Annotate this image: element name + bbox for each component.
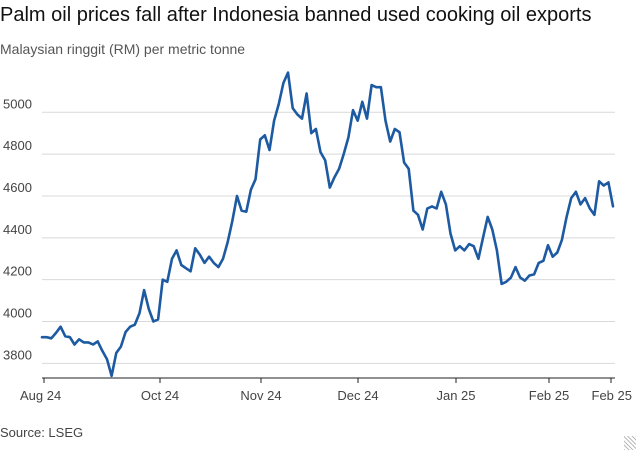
publisher-logo-icon: [624, 436, 636, 450]
x-tick-label: Feb 25: [529, 388, 569, 403]
x-tick-label: Feb 25: [592, 388, 632, 403]
chart-title: Palm oil prices fall after Indonesia ban…: [0, 4, 592, 26]
x-tick-label: Jan 25: [436, 388, 475, 403]
y-tick-label: 4600: [3, 180, 32, 195]
y-tick-label: 4400: [3, 222, 32, 237]
x-tick-labels: Aug 24 Oct 24 Nov 24 Dec 24 Jan 25 Feb 25 Feb …: [20, 378, 632, 403]
y-tick-label: 5000: [3, 96, 32, 111]
chart-subtitle: Malaysian ringgit (RM) per metric tonne: [0, 41, 246, 57]
y-tick-label: 3800: [3, 347, 32, 362]
x-tick-label: Aug 24: [20, 388, 61, 403]
y-tick-labels: 3800 4000 4200 4400 4600 4800 5000: [3, 96, 32, 362]
y-tick-label: 4000: [3, 306, 32, 321]
gridlines: [42, 111, 615, 379]
series-line: [40, 71, 615, 378]
y-tick-label: 4800: [3, 138, 32, 153]
y-tick-label: 4200: [3, 264, 32, 279]
x-tick-label: Oct 24: [141, 388, 179, 403]
source-note: Source: LSEG: [0, 425, 84, 440]
x-tick-label: Dec 24: [337, 388, 378, 403]
x-tick-label: Nov 24: [240, 388, 281, 403]
series-layer: [40, 71, 615, 378]
